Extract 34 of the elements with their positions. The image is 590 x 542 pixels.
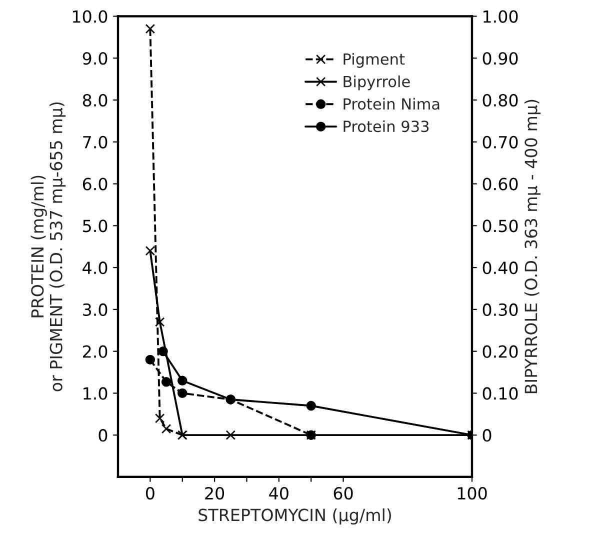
y2-tick-label: 0.40: [482, 262, 518, 274]
y-tick-label: 6.0: [82, 178, 108, 190]
y-tick-label: 4.0: [82, 262, 108, 274]
y-tick-label: 0: [98, 429, 108, 442]
y-tick-label: 3.0: [83, 303, 108, 316]
y2-tick-label: 0.90: [482, 52, 518, 65]
y2-tick-label: 1.00: [484, 10, 518, 23]
x-axis-title: STREPTOMYCIN (μg/ml): [198, 508, 391, 524]
legend-label: Protein Nima: [344, 98, 440, 110]
y2-tick-label: 0.30: [482, 303, 518, 316]
y-tick-label: 1.0: [84, 387, 108, 400]
y-tick-label: 10.0: [73, 10, 108, 23]
y-axis-title: PROTEIN (mg/ml) or PIGMENT (O.D. 537 mμ-655 mμ): [30, 102, 66, 392]
y2-tick-label: 0.80: [482, 94, 518, 107]
y-tick-label: 5.0: [83, 220, 108, 232]
y2-tick-label: 0.20: [482, 345, 518, 358]
x-tick-label: 40: [269, 486, 288, 500]
y2-tick-label: 0.50: [482, 220, 518, 232]
x-tick-label: 20: [205, 486, 224, 500]
x-tick-label: 100: [458, 486, 487, 500]
x-tick-label: 60: [334, 486, 353, 500]
y2-tick-label: 0.60: [482, 178, 518, 190]
y2-tick-label: 0: [482, 429, 492, 442]
legend-label: Pigment: [344, 53, 405, 68]
y-tick-label: 7.0: [83, 136, 108, 148]
x-tick-label: 0: [146, 486, 154, 500]
legend-label: Bipyrrole: [344, 75, 410, 90]
y2-tick-label: 0.70: [482, 136, 518, 148]
legend-label: Protein 933: [344, 120, 429, 132]
y-tick-label: 2.0: [82, 345, 108, 358]
y-tick-label: 8.0: [82, 94, 108, 107]
y2-axis-title: BIPYRROLE (O.D. 363 mμ - 400 mμ): [524, 100, 541, 394]
y2-tick-label: 0.10: [482, 387, 518, 400]
y-tick-label: 9.0: [82, 52, 108, 65]
